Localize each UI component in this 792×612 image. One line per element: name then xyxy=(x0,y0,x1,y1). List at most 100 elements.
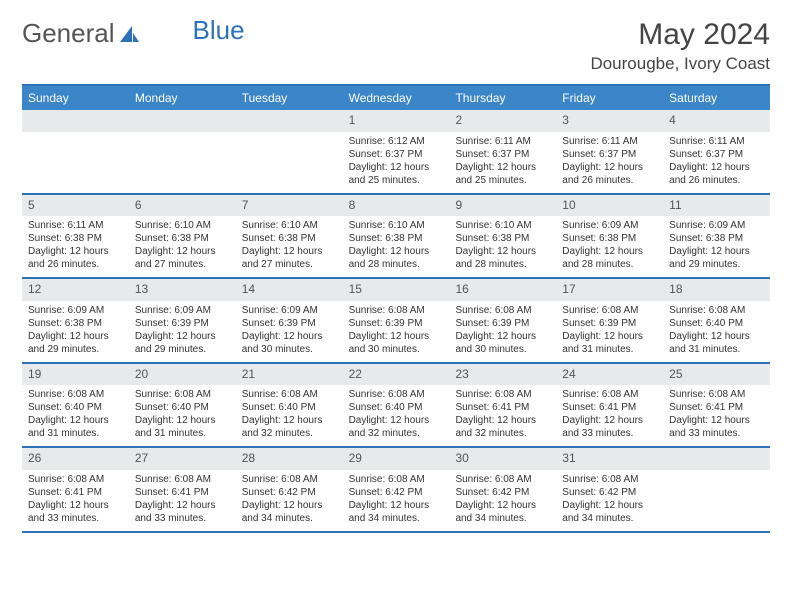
sunrise-text: Sunrise: 6:11 AM xyxy=(562,135,657,148)
day-info: Sunrise: 6:08 AMSunset: 6:40 PMDaylight:… xyxy=(236,385,343,446)
day-cell: 31Sunrise: 6:08 AMSunset: 6:42 PMDayligh… xyxy=(556,448,663,531)
sunrise-text: Sunrise: 6:11 AM xyxy=(669,135,764,148)
sunset-text: Sunset: 6:37 PM xyxy=(349,148,444,161)
weekday-header: Wednesday xyxy=(343,86,450,110)
sunrise-text: Sunrise: 6:08 AM xyxy=(455,388,550,401)
day-info: Sunrise: 6:09 AMSunset: 6:39 PMDaylight:… xyxy=(129,301,236,362)
day-cell: 8Sunrise: 6:10 AMSunset: 6:38 PMDaylight… xyxy=(343,195,450,278)
weekday-header-row: Sunday Monday Tuesday Wednesday Thursday… xyxy=(22,86,770,110)
sunset-text: Sunset: 6:42 PM xyxy=(349,486,444,499)
sunset-text: Sunset: 6:40 PM xyxy=(349,401,444,414)
day-info: Sunrise: 6:08 AMSunset: 6:40 PMDaylight:… xyxy=(343,385,450,446)
daylight-text: Daylight: 12 hours and 32 minutes. xyxy=(242,414,337,440)
day-number xyxy=(236,110,343,132)
sunset-text: Sunset: 6:41 PM xyxy=(455,401,550,414)
day-info: Sunrise: 6:08 AMSunset: 6:41 PMDaylight:… xyxy=(663,385,770,446)
sunrise-text: Sunrise: 6:08 AM xyxy=(669,304,764,317)
day-info: Sunrise: 6:08 AMSunset: 6:41 PMDaylight:… xyxy=(556,385,663,446)
day-number: 29 xyxy=(343,448,450,470)
daylight-text: Daylight: 12 hours and 29 minutes. xyxy=(669,245,764,271)
daylight-text: Daylight: 12 hours and 25 minutes. xyxy=(349,161,444,187)
sunrise-text: Sunrise: 6:08 AM xyxy=(135,388,230,401)
day-info: Sunrise: 6:11 AMSunset: 6:37 PMDaylight:… xyxy=(663,132,770,193)
day-cell: 14Sunrise: 6:09 AMSunset: 6:39 PMDayligh… xyxy=(236,279,343,362)
sunset-text: Sunset: 6:37 PM xyxy=(455,148,550,161)
sunset-text: Sunset: 6:38 PM xyxy=(455,232,550,245)
sunset-text: Sunset: 6:38 PM xyxy=(28,232,123,245)
sunset-text: Sunset: 6:41 PM xyxy=(28,486,123,499)
day-number xyxy=(129,110,236,132)
day-info: Sunrise: 6:08 AMSunset: 6:42 PMDaylight:… xyxy=(236,470,343,531)
sunrise-text: Sunrise: 6:10 AM xyxy=(242,219,337,232)
daylight-text: Daylight: 12 hours and 28 minutes. xyxy=(349,245,444,271)
day-number: 7 xyxy=(236,195,343,217)
sunset-text: Sunset: 6:40 PM xyxy=(242,401,337,414)
day-cell: 6 Sunrise: 6:10 AMSunset: 6:38 PMDaylight… xyxy=(129,195,236,278)
day-cell: 5Sunrise: 6:11 AMSunset: 6:38 PMDaylight… xyxy=(22,195,129,278)
daylight-text: Daylight: 12 hours and 31 minutes. xyxy=(135,414,230,440)
day-info: Sunrise: 6:12 AMSunset: 6:37 PMDaylight:… xyxy=(343,132,450,193)
daylight-text: Daylight: 12 hours and 29 minutes. xyxy=(135,330,230,356)
day-number: 19 xyxy=(22,364,129,386)
daylight-text: Daylight: 12 hours and 32 minutes. xyxy=(349,414,444,440)
logo: General Blue xyxy=(22,18,245,49)
sunset-text: Sunset: 6:37 PM xyxy=(562,148,657,161)
day-number: 12 xyxy=(22,279,129,301)
day-cell: 30Sunrise: 6:08 AMSunset: 6:42 PMDayligh… xyxy=(449,448,556,531)
sunrise-text: Sunrise: 6:08 AM xyxy=(349,304,444,317)
day-number: 2 xyxy=(449,110,556,132)
sunrise-text: Sunrise: 6:10 AM xyxy=(455,219,550,232)
day-number xyxy=(22,110,129,132)
sunrise-text: Sunrise: 6:08 AM xyxy=(562,473,657,486)
sunrise-text: Sunrise: 6:12 AM xyxy=(349,135,444,148)
daylight-text: Daylight: 12 hours and 33 minutes. xyxy=(28,499,123,525)
sunrise-text: Sunrise: 6:10 AM xyxy=(135,219,230,232)
sunset-text: Sunset: 6:37 PM xyxy=(669,148,764,161)
daylight-text: Daylight: 12 hours and 26 minutes. xyxy=(28,245,123,271)
sunrise-text: Sunrise: 6:09 AM xyxy=(135,304,230,317)
day-cell: 23Sunrise: 6:08 AMSunset: 6:41 PMDayligh… xyxy=(449,364,556,447)
daylight-text: Daylight: 12 hours and 31 minutes. xyxy=(669,330,764,356)
day-number: 6 xyxy=(129,195,236,217)
sunrise-text: Sunrise: 6:08 AM xyxy=(669,388,764,401)
daylight-text: Daylight: 12 hours and 26 minutes. xyxy=(669,161,764,187)
sunset-text: Sunset: 6:41 PM xyxy=(562,401,657,414)
day-cell: 18Sunrise: 6:08 AMSunset: 6:40 PMDayligh… xyxy=(663,279,770,362)
day-info: Sunrise: 6:11 AMSunset: 6:37 PMDaylight:… xyxy=(556,132,663,193)
sunrise-text: Sunrise: 6:08 AM xyxy=(455,473,550,486)
day-number: 31 xyxy=(556,448,663,470)
day-info: Sunrise: 6:08 AMSunset: 6:39 PMDaylight:… xyxy=(343,301,450,362)
daylight-text: Daylight: 12 hours and 34 minutes. xyxy=(562,499,657,525)
weekday-header: Saturday xyxy=(663,86,770,110)
day-number: 25 xyxy=(663,364,770,386)
sunset-text: Sunset: 6:38 PM xyxy=(135,232,230,245)
header-bar: General Blue May 2024 Dourougbe, Ivory C… xyxy=(22,18,770,74)
daylight-text: Daylight: 12 hours and 34 minutes. xyxy=(455,499,550,525)
sunrise-text: Sunrise: 6:11 AM xyxy=(28,219,123,232)
day-cell: 10Sunrise: 6:09 AMSunset: 6:38 PMDayligh… xyxy=(556,195,663,278)
day-info: Sunrise: 6:08 AMSunset: 6:41 PMDaylight:… xyxy=(129,470,236,531)
day-cell: 16Sunrise: 6:08 AMSunset: 6:39 PMDayligh… xyxy=(449,279,556,362)
sunrise-text: Sunrise: 6:10 AM xyxy=(349,219,444,232)
calendar: Sunday Monday Tuesday Wednesday Thursday… xyxy=(22,84,770,533)
daylight-text: Daylight: 12 hours and 28 minutes. xyxy=(562,245,657,271)
weekday-header: Sunday xyxy=(22,86,129,110)
daylight-text: Daylight: 12 hours and 33 minutes. xyxy=(562,414,657,440)
sunset-text: Sunset: 6:41 PM xyxy=(669,401,764,414)
sunrise-text: Sunrise: 6:08 AM xyxy=(28,473,123,486)
day-cell: 9Sunrise: 6:10 AMSunset: 6:38 PMDaylight… xyxy=(449,195,556,278)
daylight-text: Daylight: 12 hours and 27 minutes. xyxy=(135,245,230,271)
sunrise-text: Sunrise: 6:11 AM xyxy=(455,135,550,148)
sunrise-text: Sunrise: 6:08 AM xyxy=(28,388,123,401)
daylight-text: Daylight: 12 hours and 34 minutes. xyxy=(242,499,337,525)
sunset-text: Sunset: 6:39 PM xyxy=(242,317,337,330)
day-number: 27 xyxy=(129,448,236,470)
sunrise-text: Sunrise: 6:08 AM xyxy=(349,388,444,401)
day-cell xyxy=(129,110,236,193)
day-cell: 1Sunrise: 6:12 AMSunset: 6:37 PMDaylight… xyxy=(343,110,450,193)
day-number: 10 xyxy=(556,195,663,217)
day-cell: 27Sunrise: 6:08 AMSunset: 6:41 PMDayligh… xyxy=(129,448,236,531)
week-row: 12Sunrise: 6:09 AMSunset: 6:38 PMDayligh… xyxy=(22,279,770,364)
daylight-text: Daylight: 12 hours and 28 minutes. xyxy=(455,245,550,271)
daylight-text: Daylight: 12 hours and 30 minutes. xyxy=(455,330,550,356)
